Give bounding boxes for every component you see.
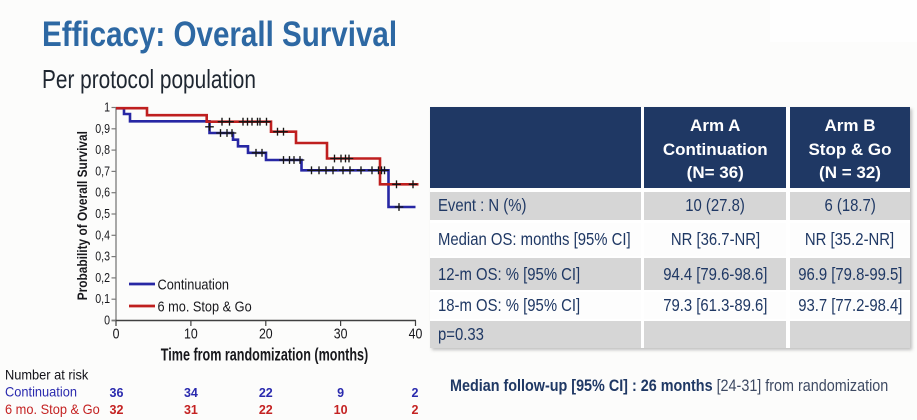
svg-text:30: 30 bbox=[334, 326, 348, 342]
svg-text:0,8: 0,8 bbox=[95, 143, 110, 157]
svg-text:Continuation: Continuation bbox=[5, 384, 77, 399]
svg-text:40: 40 bbox=[409, 326, 423, 342]
svg-text:6 mo. Stop & Go: 6 mo. Stop & Go bbox=[158, 297, 252, 314]
svg-text:36: 36 bbox=[110, 386, 124, 400]
svg-text:Continuation: Continuation bbox=[158, 275, 230, 292]
svg-text:0,2: 0,2 bbox=[95, 271, 110, 285]
svg-text:22: 22 bbox=[259, 403, 273, 417]
svg-text:2: 2 bbox=[412, 386, 419, 400]
svg-text:0,4: 0,4 bbox=[95, 229, 110, 243]
svg-text:0: 0 bbox=[113, 326, 120, 342]
svg-text:6 mo. Stop & Go: 6 mo. Stop & Go bbox=[5, 402, 100, 417]
svg-text:0,7: 0,7 bbox=[95, 165, 110, 179]
svg-text:0: 0 bbox=[104, 314, 110, 328]
svg-text:Number at risk: Number at risk bbox=[5, 367, 89, 382]
svg-text:0,6: 0,6 bbox=[95, 186, 110, 200]
svg-text:20: 20 bbox=[259, 326, 273, 342]
svg-text:10: 10 bbox=[334, 403, 348, 417]
svg-text:34: 34 bbox=[184, 386, 198, 400]
svg-text:Probability of Overall Surviva: Probability of Overall Survival bbox=[74, 131, 90, 300]
svg-text:32: 32 bbox=[110, 403, 124, 417]
svg-text:31: 31 bbox=[184, 403, 198, 417]
svg-text:22: 22 bbox=[259, 386, 273, 400]
svg-text:0,5: 0,5 bbox=[95, 207, 110, 221]
svg-text:0,1: 0,1 bbox=[95, 292, 110, 306]
svg-text:0,3: 0,3 bbox=[95, 250, 110, 264]
svg-text:1: 1 bbox=[104, 101, 110, 115]
svg-text:9: 9 bbox=[337, 386, 344, 400]
svg-text:10: 10 bbox=[184, 326, 198, 342]
svg-text:2: 2 bbox=[412, 403, 419, 417]
svg-text:Time from randomization (month: Time from randomization (months) bbox=[161, 345, 368, 365]
svg-text:0,9: 0,9 bbox=[95, 122, 110, 136]
